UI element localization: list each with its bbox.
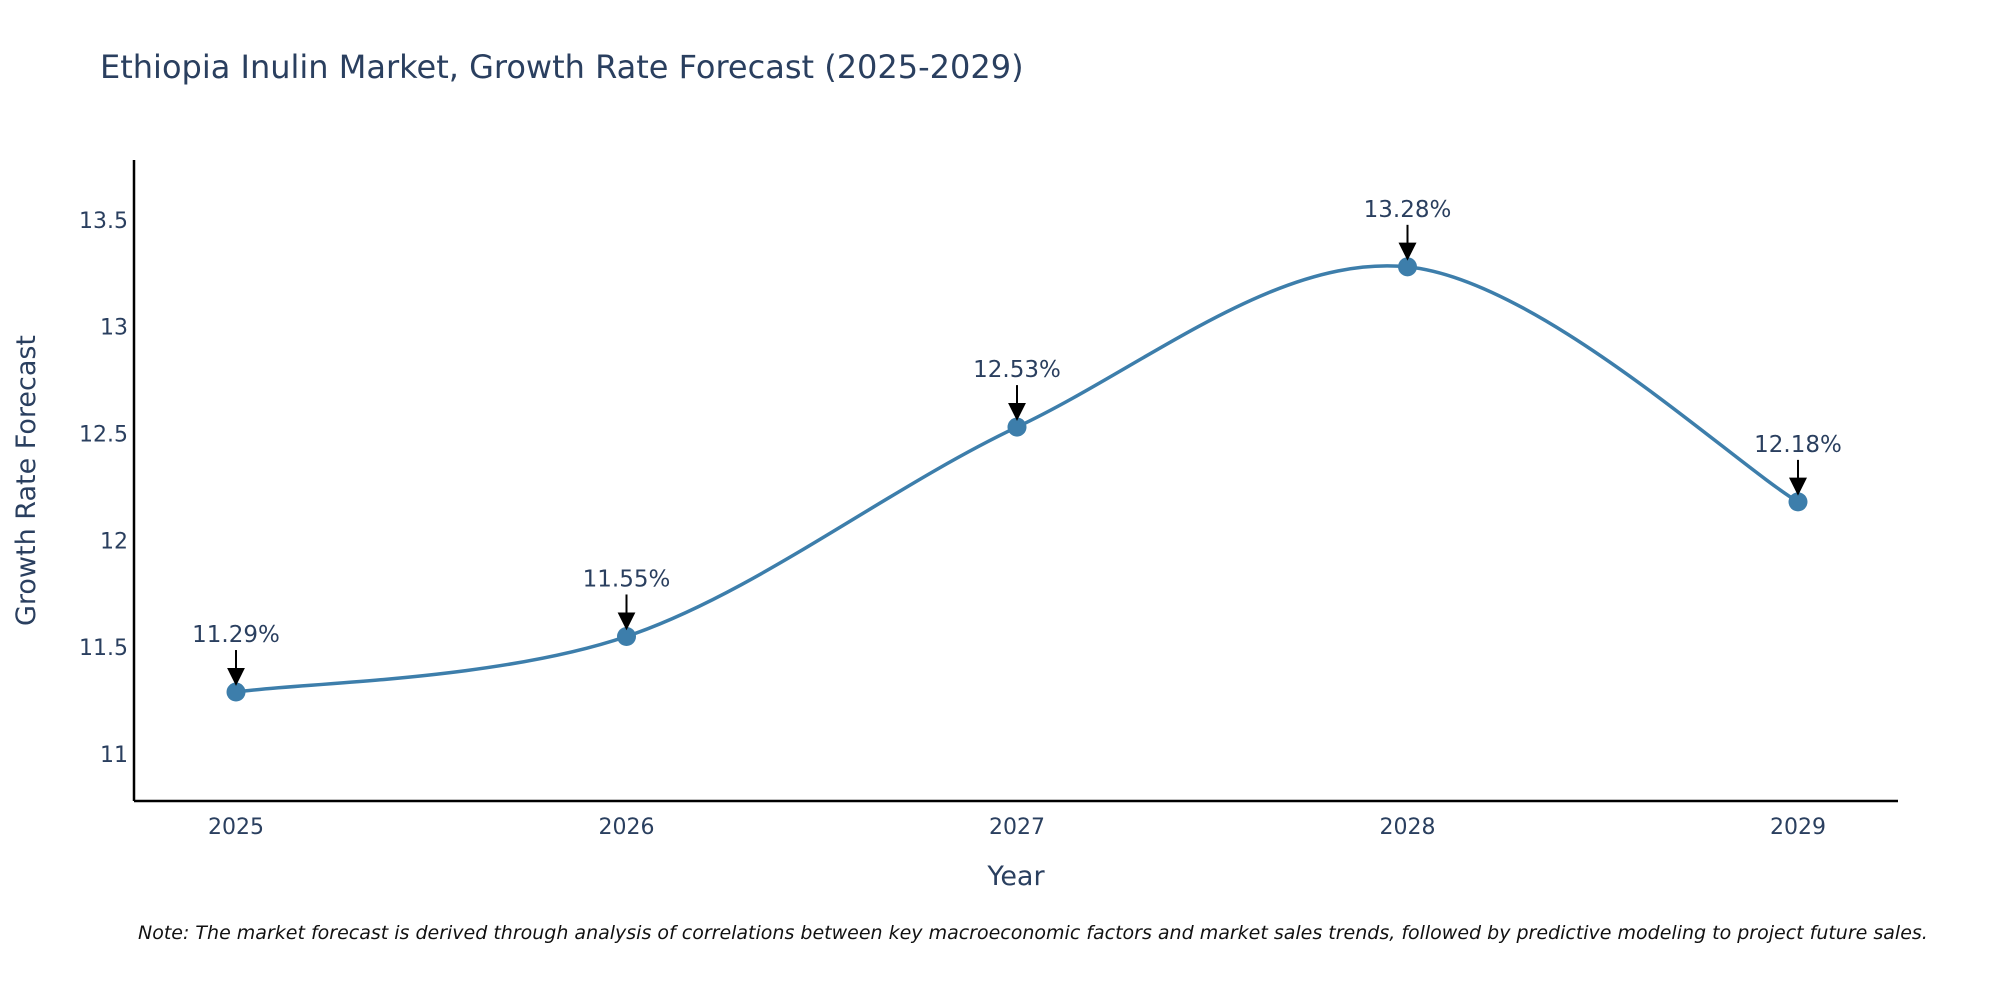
chart-title: Ethiopia Inulin Market, Growth Rate Fore…: [100, 48, 1024, 86]
x-tick-label: 2026: [599, 815, 655, 840]
y-tick-label: 11: [100, 743, 128, 768]
y-tick-label: 13.5: [79, 209, 128, 234]
x-tick-label: 2028: [1380, 815, 1436, 840]
x-tick-label: 2027: [989, 815, 1045, 840]
x-tick-label: 2029: [1770, 815, 1826, 840]
data-point-2028: [1398, 257, 1417, 277]
y-axis-title: Growth Rate Forecast: [11, 335, 42, 626]
data-point-2026: [617, 626, 636, 646]
data-label-2027: 12.53%: [973, 357, 1061, 383]
data-point-2027: [1007, 417, 1027, 437]
y-tick-label: 12: [100, 529, 128, 554]
x-axis-title: Year: [986, 861, 1045, 892]
y-tick-label: 12.5: [79, 422, 128, 447]
data-label-2025: 11.29%: [192, 622, 280, 648]
data-labels: 11.29% 11.55% 12.53% 13.28% 12.18%: [192, 197, 1842, 686]
series-line: [235, 264, 1799, 694]
y-tick-label: 13: [100, 316, 128, 341]
axes: 11 11.5 12 12.5 13 13.5 2025 2026 2027 2028 2029 Ye…: [11, 160, 1898, 892]
x-tick-label: 2025: [208, 815, 264, 840]
data-label-2029: 12.18%: [1754, 432, 1842, 458]
data-label-2028: 13.28%: [1364, 197, 1452, 223]
data-label-2026: 11.55%: [583, 566, 671, 592]
data-point-2025: [226, 682, 246, 702]
series-growth-rate: [226, 257, 1808, 702]
y-tick-label: 11.5: [79, 636, 128, 661]
data-point-2029: [1788, 492, 1808, 512]
methodology-note: Note: The market forecast is derived thr…: [138, 922, 1928, 944]
